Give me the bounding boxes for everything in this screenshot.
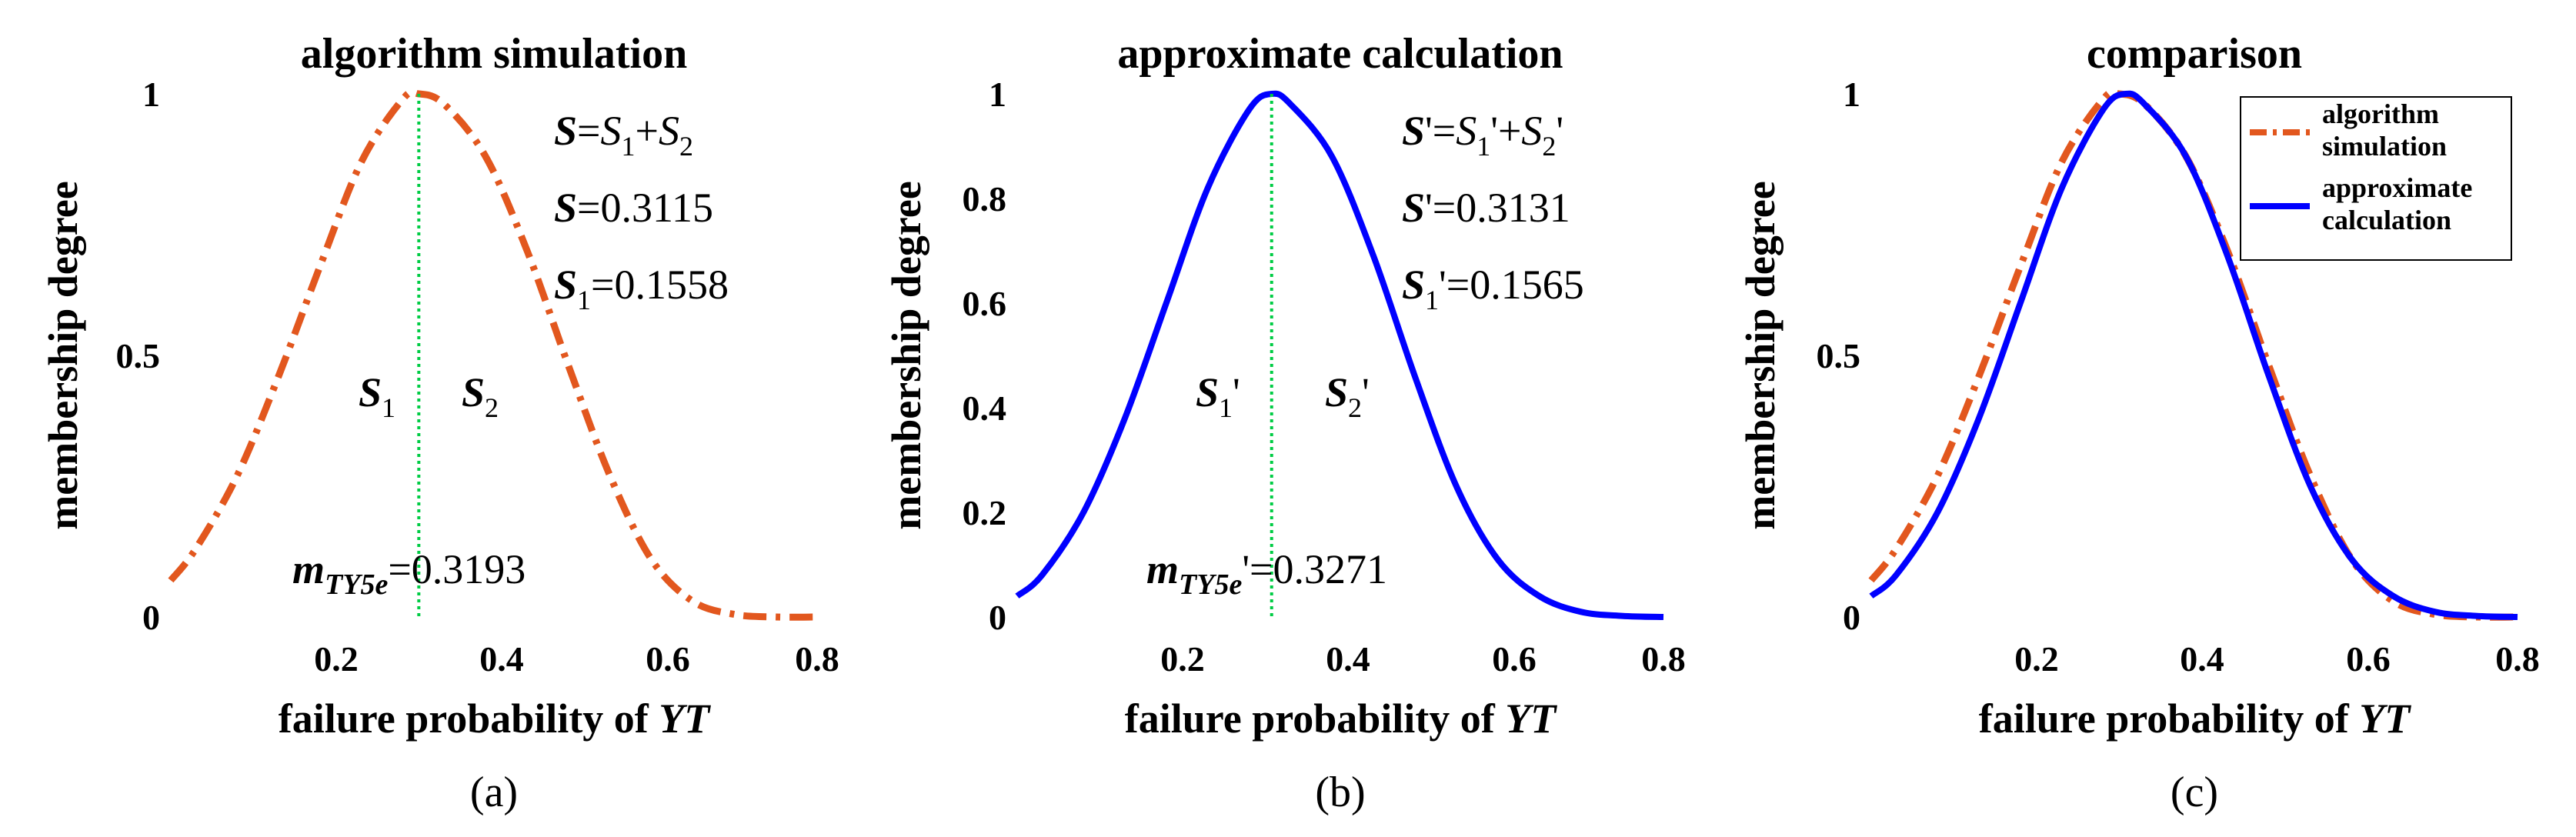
panel-a-series-line <box>168 88 818 621</box>
panel-c-ytick-1: 0.5 <box>1817 336 1861 375</box>
panel-a-xticks: 0.2 0.4 0.6 0.8 <box>314 639 839 679</box>
panel-b-ytick-0: 0 <box>989 598 1006 637</box>
panel-a-annot-mode: mTY5e=0.3193 <box>292 546 526 601</box>
panel-c-title: comparison <box>2087 30 2302 78</box>
panel-a-xtick-2: 0.6 <box>646 639 690 679</box>
panel-b-plot: 0 0.2 0.4 0.6 0.8 1 0.2 0.4 0.6 0.8 S'=S… <box>963 75 1686 679</box>
panel-c-legend: algorithm simulation approximate calcula… <box>2240 96 2512 261</box>
panel-b-xlabel: failure probability of YT <box>1125 695 1558 742</box>
panel-a-xtick-3: 0.8 <box>795 639 839 679</box>
panel-a-annot-s1-value: S1=0.1558 <box>554 262 729 315</box>
panel-b-xticks: 0.2 0.4 0.6 0.8 <box>1160 639 1686 679</box>
panel-a-annot-s-value: S=0.3115 <box>554 185 713 231</box>
panel-a: algorithm simulation 0 0.5 1 0.2 0.4 0.6… <box>40 30 839 816</box>
panel-a-sublabel: (a) <box>470 769 518 816</box>
panel-b-annot-s1-value: S1'=0.1565 <box>1402 262 1584 315</box>
panel-c-ytick-0: 0 <box>1843 598 1860 637</box>
panel-b-plot-area <box>1017 94 1663 617</box>
panel-a-xlabel: failure probability of YT <box>279 695 712 742</box>
panel-b-xtick-0: 0.2 <box>1160 639 1205 679</box>
panel-a-xtick-0: 0.2 <box>314 639 359 679</box>
panel-a-title: algorithm simulation <box>301 30 687 78</box>
panel-a-label-s2: S2 <box>462 369 499 423</box>
panel-c-xtick-1: 0.4 <box>2180 639 2224 679</box>
panel-a-ytick-1: 0.5 <box>116 336 161 375</box>
panel-c-xtick-3: 0.8 <box>2495 639 2540 679</box>
legend-label-algorithm-2: simulation <box>2322 131 2447 162</box>
panel-c-xlabel: failure probability of YT <box>1979 695 2412 742</box>
panel-a-xtick-1: 0.4 <box>479 639 524 679</box>
panel-a-ylabel: membership degree <box>40 181 86 529</box>
panel-b-ytick-1: 0.2 <box>963 493 1007 532</box>
panel-c-plot: 0 0.5 1 0.2 0.4 0.6 0.8 algorithm simula… <box>1817 75 2540 679</box>
panel-a-annot-sum: S=S1+S2 <box>554 108 693 162</box>
panel-c-series-approximate-line <box>1869 90 2518 620</box>
panel-c-ytick-2: 1 <box>1843 75 1860 114</box>
panel-b-sublabel: (b) <box>1315 769 1365 816</box>
legend-label-approximate-2: calculation <box>2322 205 2451 235</box>
panel-a-plot-area <box>171 94 817 617</box>
panel-c-ylabel: membership degree <box>1737 181 1784 529</box>
panel-b-ytick-2: 0.4 <box>963 388 1007 428</box>
legend-label-approximate-1: approximate <box>2322 172 2472 203</box>
panel-b-annot-sum: S'=S1'+S2' <box>1402 108 1563 162</box>
panel-b-ytick-5: 1 <box>989 75 1006 114</box>
panel-b-label-s1: S1' <box>1196 369 1240 423</box>
panel-b-label-s2: S2' <box>1325 369 1370 423</box>
panel-c-yticks: 0 0.5 1 <box>1817 75 1861 637</box>
panel-b-yticks: 0 0.2 0.4 0.6 0.8 1 <box>963 75 1007 637</box>
legend-label-algorithm-1: algorithm <box>2322 98 2439 129</box>
panel-c-sublabel: (c) <box>2171 769 2218 816</box>
panel-c-xticks: 0.2 0.4 0.6 0.8 <box>2014 639 2540 679</box>
panel-b-ylabel: membership degree <box>883 181 929 529</box>
panel-a-label-s1: S1 <box>359 369 395 423</box>
panel-b: approximate calculation 0 0.2 0.4 0.6 0.… <box>883 30 1686 816</box>
panel-a-ytick-2: 1 <box>142 75 160 114</box>
panel-b-ytick-3: 0.6 <box>963 284 1007 323</box>
panel-a-plot: 0 0.5 1 0.2 0.4 0.6 0.8 S=S1+S2 S=0.3115… <box>116 75 839 679</box>
legend-box <box>2240 96 2512 261</box>
panel-c-xtick-0: 0.2 <box>2014 639 2059 679</box>
panel-c-xtick-2: 0.6 <box>2346 639 2391 679</box>
panel-b-xtick-2: 0.6 <box>1492 639 1537 679</box>
panel-c: comparison 0 0.5 1 0.2 0.4 0.6 0.8 algor… <box>1737 30 2540 816</box>
panel-b-annot-s-value: S'=0.3131 <box>1402 185 1570 231</box>
panel-b-series-line <box>1015 90 1664 620</box>
panel-b-xtick-3: 0.8 <box>1641 639 1686 679</box>
panel-b-ytick-4: 0.8 <box>963 179 1007 218</box>
panel-a-yticks: 0 0.5 1 <box>116 75 161 637</box>
panel-a-ytick-0: 0 <box>142 598 160 637</box>
panel-b-title: approximate calculation <box>1117 30 1563 78</box>
panel-b-xtick-1: 0.4 <box>1326 639 1370 679</box>
panel-b-annot-mode: mTY5e'=0.3271 <box>1146 546 1387 601</box>
